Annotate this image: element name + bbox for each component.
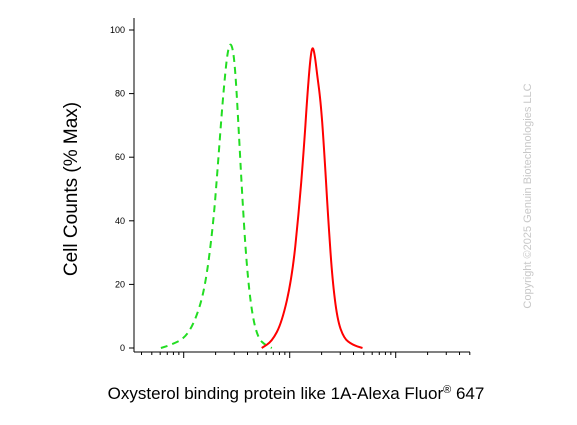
y-tick-label: 20 [115,279,125,289]
x-axis-label-main: Oxysterol binding protein like 1A-Alexa … [108,384,444,403]
y-tick-label: 40 [115,216,125,226]
copyright-watermark: Copyright ©2025 Genuin Biotechnologies L… [522,83,534,308]
y-tick-label: 100 [110,25,125,35]
x-axis-label-suffix: 647 [451,384,484,403]
series-line-solid [261,47,363,349]
y-ticks: 0 20 40 60 80 100 [110,25,134,353]
y-tick-label: 0 [120,343,125,353]
registered-mark: ® [443,384,451,396]
x-axis-label: Oxysterol binding protein like 1A-Alexa … [108,384,485,403]
series-layer [160,43,363,349]
y-axis-label: Cell Counts (% Max) [61,102,82,276]
series-line-dashed [160,43,273,349]
y-tick-label: 60 [115,152,125,162]
plot-area: 0 20 40 60 80 100 [110,18,471,358]
x-ticks [141,352,471,358]
y-tick-label: 80 [115,89,125,99]
